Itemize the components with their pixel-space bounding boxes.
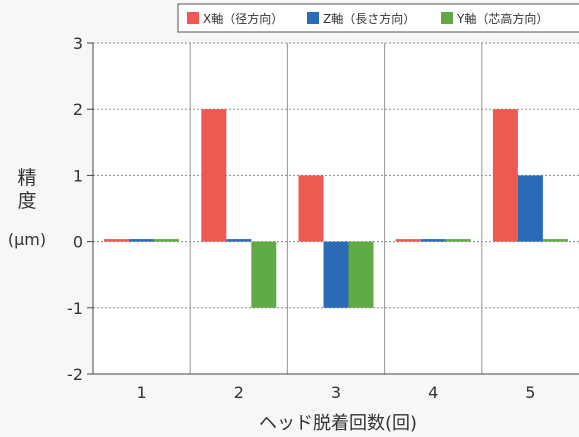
y-tick-label: 2 xyxy=(73,100,83,119)
y-tick-label: -1 xyxy=(67,299,83,318)
y-tick-labels: 3 2 1 0 -1 -2 xyxy=(67,34,93,384)
legend-box xyxy=(177,3,579,33)
bar xyxy=(517,175,543,242)
y-tick-label: 3 xyxy=(73,34,83,53)
y-axis-title-line-1: 精 xyxy=(17,167,36,189)
bar xyxy=(395,239,421,242)
bar xyxy=(104,239,130,242)
y-axis-title-line-3: (μm) xyxy=(8,230,46,249)
legend-swatch xyxy=(307,12,319,24)
x-tick-label: 3 xyxy=(331,383,341,402)
x-tick-label: 2 xyxy=(234,383,244,402)
bar xyxy=(129,239,155,242)
y-tick-label: 1 xyxy=(73,166,83,185)
legend-label: Y軸（芯高方向） xyxy=(456,11,548,26)
bar xyxy=(201,109,227,242)
bar xyxy=(323,241,349,308)
bar xyxy=(154,239,180,242)
legend-label: Z軸（長さ方向） xyxy=(323,11,415,26)
bar xyxy=(226,239,252,242)
y-tick-label: -2 xyxy=(67,365,83,384)
bar xyxy=(251,241,277,308)
x-tick-labels: 1 2 3 4 5 xyxy=(137,383,536,402)
bar xyxy=(492,109,518,242)
category-dividers xyxy=(189,43,483,374)
x-tick-label: 1 xyxy=(137,383,147,402)
x-axis-title: ヘッド脱着回数(回) xyxy=(259,413,417,434)
bar xyxy=(348,241,374,308)
bar xyxy=(420,239,446,242)
bar xyxy=(298,175,324,242)
y-axis-title-line-2: 度 xyxy=(17,190,36,212)
y-axis-title: 精 度 (μm) xyxy=(8,167,46,249)
legend-swatch xyxy=(187,12,199,24)
bars xyxy=(104,109,568,308)
legend-label: X軸（径方向） xyxy=(203,11,283,26)
x-tick-label: 5 xyxy=(525,383,535,402)
x-tick-label: 4 xyxy=(428,383,438,402)
bar xyxy=(542,239,568,242)
legend: X軸（径方向） Z軸（長さ方向） Y軸（芯高方向） xyxy=(177,3,579,33)
bar xyxy=(445,239,471,242)
legend-swatch xyxy=(441,12,453,24)
y-tick-label: 0 xyxy=(73,233,83,252)
